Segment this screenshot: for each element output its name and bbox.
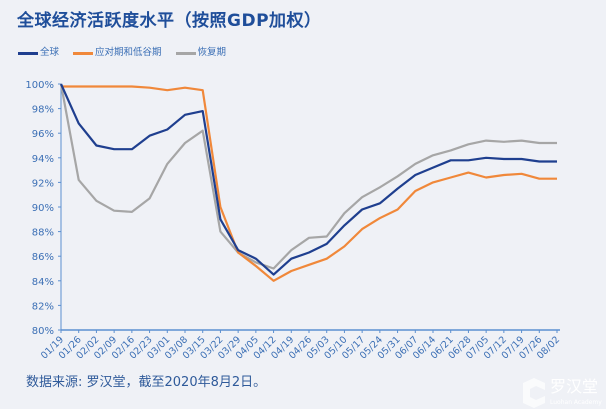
chart-title: 全球经济活跃度水平（按照GDP加权）	[17, 11, 322, 31]
y-tick-label: 88%	[32, 228, 54, 239]
y-tick-label: 100%	[25, 80, 54, 91]
logo-subtext: Luohan Academy	[550, 399, 602, 406]
y-tick-label: 92%	[32, 178, 54, 189]
legend-item-response: 应对期和低谷期	[73, 47, 162, 59]
source-note: 数据来源: 罗汉堂，截至2020年8月2日。	[26, 375, 267, 390]
legend-item-global: 全球	[18, 47, 59, 59]
luohan-logo: 罗汉堂 Luohan Academy	[520, 378, 606, 409]
y-tick-label: 84%	[32, 277, 54, 288]
legend-swatch	[18, 51, 38, 55]
legend-swatch	[73, 51, 94, 55]
series-line-0	[59, 83, 557, 276]
logo-text: 罗汉堂	[550, 377, 599, 396]
series-line-2	[59, 83, 557, 270]
y-tick-label: 80%	[32, 326, 54, 337]
y-tick-label: 82%	[32, 301, 54, 312]
legend-item-recovery: 恢复期	[175, 47, 227, 59]
y-tick-label: 86%	[32, 252, 54, 263]
legend: 全球 应对期和低谷期 恢复期	[18, 47, 226, 59]
legend-label: 应对期和低谷期	[95, 47, 162, 58]
legend-label: 全球	[40, 47, 60, 58]
y-tick-label: 94%	[32, 154, 54, 165]
legend-swatch	[175, 51, 196, 55]
y-tick-label: 90%	[32, 203, 54, 214]
y-tick-label: 98%	[32, 105, 54, 116]
legend-label: 恢复期	[197, 47, 227, 58]
logo-mark-icon	[523, 378, 545, 408]
y-tick-label: 96%	[32, 129, 54, 140]
series-line-1	[61, 85, 557, 282]
